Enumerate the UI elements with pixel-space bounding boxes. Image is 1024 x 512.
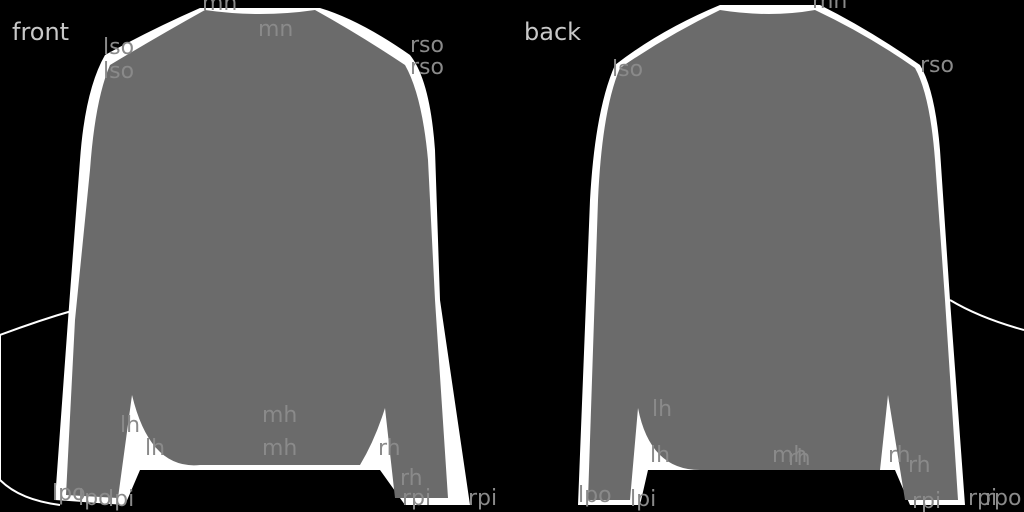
front-kp-mh-1: mh [262, 403, 297, 428]
front-kp-mn-top: mn [202, 0, 237, 16]
back-kp-mn: mn [812, 0, 847, 14]
back-kp-lpi: lpi [630, 487, 656, 512]
front-kp-mn: mn [258, 17, 293, 42]
front-kp-lso-1: lso [103, 35, 134, 60]
front-title: front [12, 18, 69, 46]
back-garment-body [588, 10, 958, 500]
front-kp-lpo-2: lpo [78, 486, 112, 511]
back-kp-lso: lso [612, 57, 643, 82]
front-kp-lso-2: lso [103, 59, 134, 84]
front-kp-lh-2: lh [145, 436, 165, 461]
back-title: back [524, 18, 581, 46]
front-kp-lpo: lpo [52, 481, 86, 506]
front-keypoint-labels: mn mn lso lso rso rso lh lh mh mh rh rh … [52, 0, 497, 512]
front-kp-rh-1: rh [378, 436, 401, 461]
front-kp-rso-2: rso [410, 55, 444, 80]
back-kp-mh: mh [772, 443, 807, 468]
back-kp-rpi-1: rpi [912, 489, 941, 512]
back-keypoint-labels: mn lso rso lh lh mh rh rh rh lpo lpi rpi… [578, 0, 1021, 512]
front-kp-rpi-2: rpi [468, 486, 497, 511]
back-kp-rh-1: rh [788, 446, 811, 471]
back-kp-rso: rso [920, 53, 954, 78]
back-kp-rh-3: rh [908, 453, 931, 478]
front-kp-lh-1: lh [120, 413, 140, 438]
front-panel [0, 8, 470, 506]
back-kp-lh-1: lh [652, 397, 672, 422]
back-kp-lpo: lpo [578, 483, 612, 508]
front-kp-mh-2: mh [262, 436, 297, 461]
front-kp-rpi-1: rpi [402, 486, 431, 511]
front-garment-body [66, 10, 448, 498]
back-arm-outline [949, 299, 1024, 331]
front-kp-lpi: lpi [108, 487, 134, 512]
back-kp-rpi-2: rpi [968, 486, 997, 511]
back-panel [578, 5, 1024, 505]
back-kp-lh-2: lh [650, 443, 670, 468]
front-kp-rh-2: rh [400, 466, 423, 491]
back-kp-rh-2: rh [888, 443, 911, 468]
back-kp-rpo: rpo [985, 486, 1021, 511]
front-kp-rso-1: rso [410, 33, 444, 58]
front-arm-outline [0, 309, 76, 506]
